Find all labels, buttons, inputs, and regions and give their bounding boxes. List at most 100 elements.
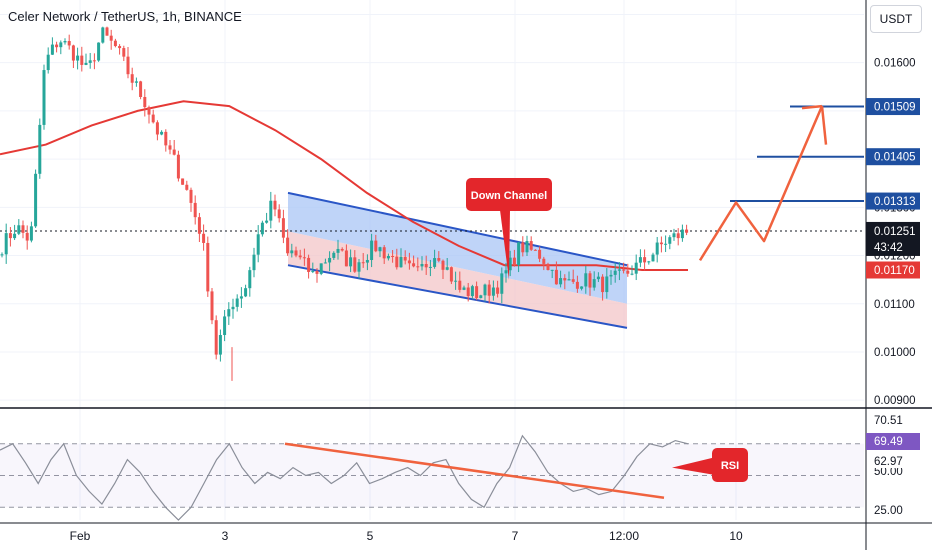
candle-body	[596, 276, 600, 280]
candle-body	[475, 286, 479, 299]
price-tick-label: 0.01100	[874, 299, 915, 311]
candle-body	[437, 258, 441, 261]
candle-body	[328, 257, 332, 263]
candle-body	[244, 288, 248, 297]
candle-body	[424, 264, 428, 268]
candle-body	[395, 256, 399, 268]
candle-body	[256, 234, 260, 255]
candle-body	[92, 60, 96, 62]
moving-average-line	[0, 100, 688, 271]
candle-body	[655, 242, 659, 255]
rsi-trendline	[284, 442, 665, 500]
candle-body	[315, 271, 319, 274]
candle-body	[412, 263, 416, 267]
candle-body	[172, 149, 176, 155]
candle-body	[538, 249, 542, 259]
rsi-tick-label: 62.97	[874, 456, 903, 468]
candle-body	[399, 256, 403, 268]
candle-body	[29, 226, 33, 241]
candle-body	[638, 257, 642, 263]
currency-button[interactable]: USDT	[870, 5, 922, 33]
candle-body	[332, 252, 336, 258]
candle-body	[97, 42, 101, 61]
candle-body	[420, 264, 424, 267]
candle-body	[685, 229, 689, 233]
candles	[0, 26, 689, 381]
candle-body	[0, 254, 4, 256]
rsi-value-bg	[866, 433, 920, 450]
candle-body	[34, 173, 38, 227]
candle-body	[202, 233, 206, 243]
candle-body	[344, 250, 348, 267]
time-tick-label: 5	[367, 529, 374, 543]
candle-body	[59, 42, 63, 48]
down-channel	[287, 191, 628, 329]
candle-body	[609, 274, 613, 277]
candle-body	[164, 131, 168, 146]
candle-body	[269, 200, 273, 221]
time-tick-label: 10	[729, 529, 743, 543]
time-tick-label: Feb	[70, 529, 91, 543]
candle-body	[374, 240, 378, 252]
rsi-tick-mask	[868, 453, 916, 468]
candle-body	[319, 263, 323, 274]
last-price-bg	[866, 221, 920, 256]
candle-body	[71, 45, 75, 61]
candle-body	[181, 178, 185, 185]
candle-body	[563, 278, 567, 281]
candle-body	[193, 202, 197, 218]
candle-body	[248, 270, 252, 289]
candle-body	[55, 44, 59, 48]
level-label-0: 0.01509	[874, 102, 916, 114]
candle-body	[109, 35, 113, 41]
candle-body	[370, 240, 374, 260]
candle-body	[101, 27, 105, 43]
candle-body	[500, 273, 504, 294]
candle-body	[575, 281, 579, 289]
countdown-label: 43:42	[874, 242, 903, 254]
price-tick-label: 0.01000	[874, 347, 916, 359]
down-channel-callout	[466, 178, 552, 211]
candle-body	[340, 248, 344, 251]
candle-body	[546, 263, 550, 270]
rsi-tick-label: 25.00	[874, 505, 903, 517]
candle-body	[672, 233, 676, 238]
candle-body	[605, 276, 609, 293]
candle-body	[252, 254, 256, 271]
candle-body	[147, 107, 151, 115]
candle-body	[235, 298, 239, 307]
candle-body	[185, 184, 189, 190]
candle-body	[353, 257, 357, 272]
candle-body	[445, 267, 449, 270]
candle-body	[160, 131, 164, 135]
channel-upper-line	[287, 191, 628, 267]
candle-body	[105, 27, 109, 36]
candle-body	[281, 218, 285, 238]
candle-body	[294, 250, 298, 256]
candle-body	[323, 262, 327, 264]
candle-body	[382, 247, 386, 259]
candle-body	[529, 241, 533, 250]
channel-lower-line	[287, 264, 628, 329]
grid	[0, 0, 864, 520]
candle-body	[298, 255, 302, 258]
candle-body	[214, 320, 218, 355]
candle-body	[479, 295, 483, 299]
candle-body	[559, 278, 563, 285]
candle-body	[428, 266, 432, 268]
candle-body	[130, 74, 134, 83]
candle-body	[17, 225, 21, 234]
candle-body	[517, 242, 521, 266]
candle-body	[67, 41, 71, 46]
down-channel-callout-pointer	[500, 210, 510, 280]
candle-body	[391, 256, 395, 258]
candle-body	[361, 262, 365, 264]
candle-body	[4, 233, 8, 255]
candle-body	[197, 217, 201, 234]
candle-body	[630, 273, 634, 275]
candle-body	[567, 279, 571, 281]
candle-body	[626, 270, 630, 274]
ma-label-bg	[866, 261, 920, 279]
candle-body	[143, 96, 147, 108]
